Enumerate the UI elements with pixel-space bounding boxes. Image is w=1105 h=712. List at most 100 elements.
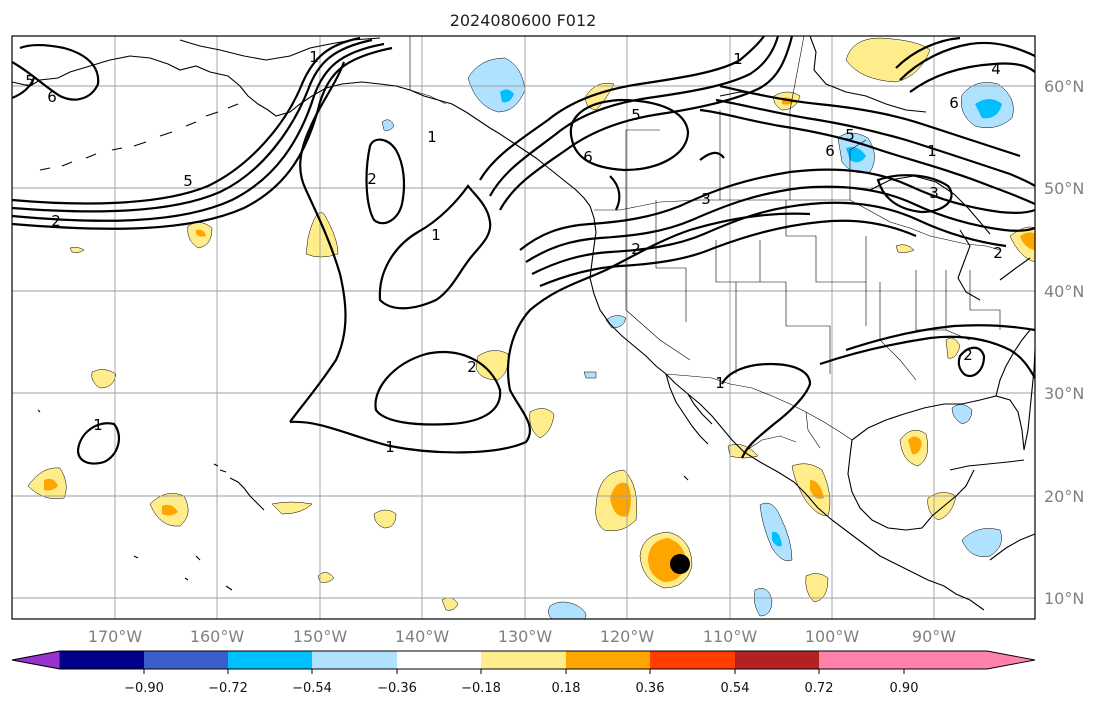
positive-core-gulf-east [908,436,922,455]
longitude-label: 150°W [293,627,348,646]
contour-label: 2 [51,212,61,230]
negative-area-pacific-south [548,601,587,620]
contour-labels: 5 6 2 1 5 2 1 1 2 1 1 5 6 3 2 1 5 6 3 2 … [25,48,1003,456]
contour-label: 1 [427,128,437,146]
contour-label: 1 [93,416,103,434]
contour-line [845,324,1036,352]
positive-area-small-1 [317,572,335,583]
contour-line [374,351,502,426]
contour-label: 5 [845,126,855,144]
map-title: 2024080600 F012 [450,11,597,30]
coast-caribbean [949,459,1036,561]
positive-area-greatlakes [895,244,915,253]
contour-line [909,62,1036,93]
contour-label: 1 [715,374,725,392]
contour-label: 6 [825,142,835,160]
contour-line [11,38,373,213]
colorbar-outline [11,650,1036,670]
contour-line [895,36,961,69]
coast-alaska [11,55,591,207]
map-background [12,36,1035,619]
contour-line [876,174,953,214]
colorbar-segment [397,651,481,669]
contour-label: 3 [929,184,939,202]
colorbar-ticks [143,669,905,674]
positive-core-mexico-1 [810,480,824,499]
latitude-label: 10°N [1044,589,1084,608]
hurricane-center-marker [670,554,690,574]
contour-line [289,61,347,423]
border-mexico-states [743,411,821,453]
coast-hawaii [213,463,265,511]
contour-line [539,219,917,288]
negative-area-mexico-coast [759,502,793,561]
contour-label: 5 [25,72,35,90]
longitude-label: 120°W [600,627,655,646]
coastlines [11,35,1036,611]
contour-line [519,168,1036,251]
coast-gulf-mexico [847,395,1025,531]
colorbar-tick-label: 0.90 [890,681,919,696]
contour-label: 6 [949,94,959,112]
longitude-label: 170°W [88,627,143,646]
contour-label: 5 [631,106,641,124]
contour-label: 1 [927,142,937,160]
colorbar-segment [819,651,904,669]
contour-line [569,98,690,172]
shaded-fields [27,37,1036,620]
colorbar-tick-label: −0.18 [461,681,501,696]
contour-line [365,138,406,225]
longitude-label: 140°W [395,627,450,646]
latitude-label: 50°N [1044,179,1084,198]
negative-area-south [753,588,773,617]
positive-core-hawaii-west [44,478,58,491]
contour-line [699,108,1036,206]
colorbar-tick-label: 0.54 [721,681,750,696]
latitude-label: 40°N [1044,282,1084,301]
contour-label: 5 [183,172,193,190]
positive-area-pacific-east [529,408,555,439]
positive-area-hawaii-east [271,501,313,515]
longitude-label: 90°W [912,627,956,646]
latitude-label: 20°N [1044,487,1084,506]
contour-label: 2 [367,170,377,188]
coast-alaska-north [179,37,381,61]
contour-line [11,43,100,101]
graticule [12,36,1035,619]
contour-label: 2 [631,240,641,258]
colorbar-tick-label: 0.18 [552,681,581,696]
colorbar-segment [650,651,735,669]
colorbar-tick-label: 0.72 [805,681,834,696]
positive-area-small-2 [69,247,85,253]
contour-label: 2 [963,346,973,364]
longitude-label: 130°W [498,627,553,646]
latitude-labels: 60°N 50°N 40°N 30°N 20°N 10°N [1044,77,1084,608]
contour-line [11,36,361,205]
contour-line [11,42,385,222]
coast-aleutians [39,103,239,171]
contour-line [76,422,121,465]
contour-label: 1 [385,438,395,456]
contour-label: 1 [733,50,743,68]
longitude-labels: 170°W 160°W 150°W 140°W 130°W 120°W 110°… [88,627,956,646]
positive-area-pacific-small [373,509,397,529]
colorbar-extend-low [11,650,61,670]
colorbar: −0.90 −0.72 −0.54 −0.36 −0.18 0.18 0.36 … [11,650,1036,696]
border-us-canada [594,199,1001,251]
positive-area-mexico-2 [805,573,829,603]
positive-area-subtropical [475,350,509,381]
contour-line [719,84,1021,158]
positive-core-hawaii-south [162,504,178,516]
positive-area-midwest [945,337,961,359]
negative-area-gulf-alaska [381,119,395,131]
contour-line [715,98,1036,187]
positive-core-tropical-1 [610,482,631,517]
contour-line [11,77,36,100]
colorbar-segment [312,651,397,669]
coast-west-us [589,205,985,611]
negative-area-central-america [961,528,1002,557]
positive-core-newfoundland [1020,232,1035,250]
coast-east-us [995,329,1036,451]
contour-label: 2 [993,244,1003,262]
